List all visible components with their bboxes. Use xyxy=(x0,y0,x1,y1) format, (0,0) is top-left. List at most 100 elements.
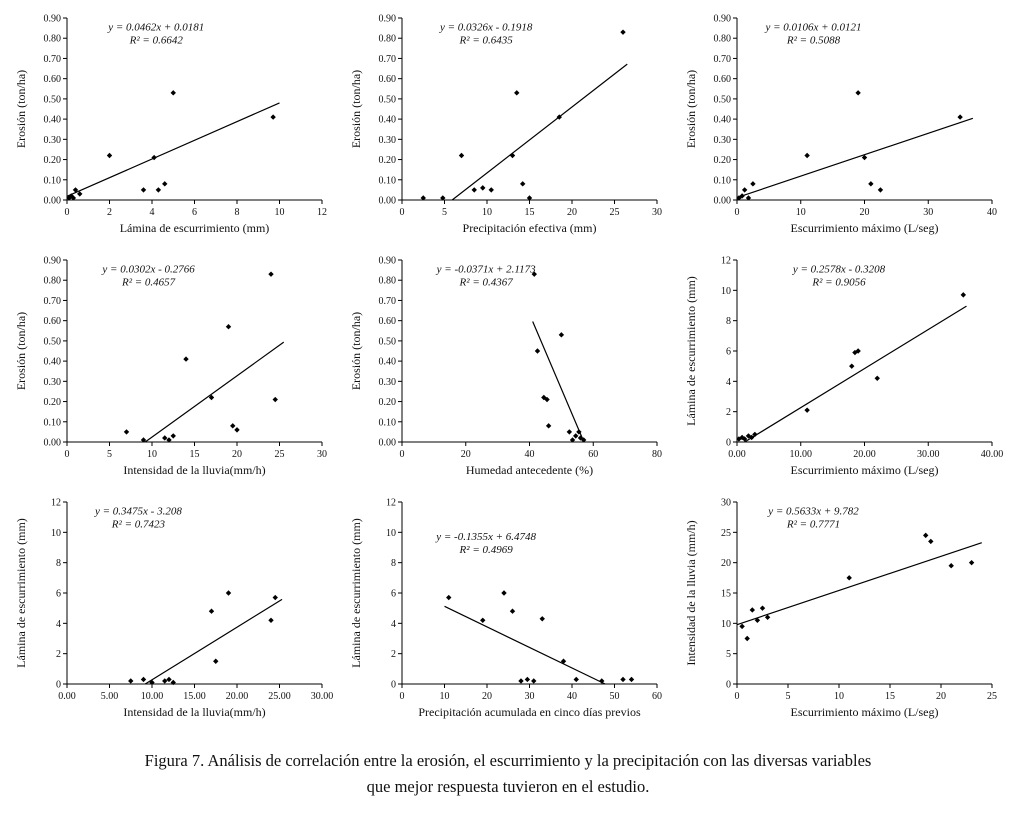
chart-svg: 0 5 10 15 20 25 30 0.00 0.10 0.20 0.30 0.40 0.50 0.60… xyxy=(14,256,327,478)
y-tick-label: 0.90 xyxy=(378,14,396,25)
data-point xyxy=(161,435,167,441)
r2-label: R² = 0.9056 xyxy=(811,277,866,289)
y-tick-label: 0.70 xyxy=(378,296,396,307)
x-tick-label: 0.00 xyxy=(58,691,76,702)
y-tick-label: 0.40 xyxy=(378,357,396,368)
y-tick-label: 0.50 xyxy=(378,94,396,105)
data-point xyxy=(170,433,176,439)
equation-label: y = 0.0302x - 0.2766 xyxy=(101,264,195,276)
chart-svg: 0 5 10 15 20 25 0 5 10 15 20 25 30 Escurrimiento máxi… xyxy=(684,498,997,720)
data-point xyxy=(948,563,954,569)
data-point xyxy=(140,437,146,443)
r2-label: R² = 0.7423 xyxy=(110,519,165,531)
x-axis-label: Intensidad de la lluvia(mm/h) xyxy=(123,463,265,477)
y-tick-label: 0.40 xyxy=(378,115,396,126)
y-tick-label: 0.20 xyxy=(43,397,61,408)
y-axis-label: Intensidad de la lluvia (mm/h) xyxy=(684,520,698,665)
y-tick-label: 0 xyxy=(726,680,731,691)
data-point xyxy=(854,90,861,96)
trend-line xyxy=(736,117,973,199)
data-point xyxy=(479,617,485,623)
y-tick-label: 0.80 xyxy=(378,276,396,287)
y-tick-label: 0.90 xyxy=(43,256,61,267)
y-tick-label: 5 xyxy=(726,649,731,660)
y-tick-label: 0.20 xyxy=(43,155,61,166)
data-point xyxy=(161,678,167,684)
data-point xyxy=(803,407,810,413)
y-tick-label: 0.80 xyxy=(713,34,731,45)
data-point xyxy=(148,679,155,686)
data-points xyxy=(531,271,586,443)
x-tick-label: 15.00 xyxy=(183,691,206,702)
y-tick-label: 0.10 xyxy=(43,417,61,428)
data-point xyxy=(569,437,575,443)
data-point xyxy=(619,29,626,35)
x-tick-label: 0 xyxy=(64,207,69,218)
data-point xyxy=(526,195,532,201)
data-point xyxy=(165,437,172,443)
x-tick-label: 5 xyxy=(442,207,447,218)
y-tick-label: 0 xyxy=(391,680,396,691)
y-tick-label: 0.00 xyxy=(378,196,396,207)
axes xyxy=(401,260,657,443)
data-point xyxy=(229,423,235,429)
data-point xyxy=(741,187,747,193)
data-point xyxy=(509,152,515,159)
y-tick-label: 2 xyxy=(56,649,61,660)
data-point xyxy=(439,195,445,201)
y-tick-label: 0.10 xyxy=(378,175,396,186)
y-tick-label: 0.90 xyxy=(378,256,396,267)
equation-label: y = 0.3475x - 3.208 xyxy=(93,506,181,518)
x-tick-label: 10 xyxy=(147,449,157,460)
data-point xyxy=(488,187,494,193)
y-tick-label: 0.60 xyxy=(43,74,61,85)
equation-label: y = 0.0462x + 0.0181 xyxy=(107,22,204,34)
x-tick-label: 6 xyxy=(192,207,197,218)
y-tick-label: 20 xyxy=(721,558,731,569)
data-point xyxy=(509,608,515,614)
data-point xyxy=(127,678,133,684)
y-tick-label: 0.60 xyxy=(43,316,61,327)
y-tick-label: 0.50 xyxy=(713,94,731,105)
x-tick-label: 0 xyxy=(399,691,404,702)
chart-lamina-vs-intensidad-lluvia: 0.00 5.00 10.00 15.00 20.00 25.00 30.00 0 2 4 6 8 10… xyxy=(11,492,336,728)
data-point xyxy=(744,635,750,642)
y-tick-label: 0.60 xyxy=(713,74,731,85)
data-point xyxy=(560,658,566,664)
chart-svg: 0.00 10.00 20.00 30.00 40.00 0 2 4 6 8 10 12 Escurri… xyxy=(684,256,1003,478)
x-tick-label: 10.00 xyxy=(140,691,163,702)
y-axis-label: Erosión (ton/ha) xyxy=(14,70,28,148)
x-tick-label: 0 xyxy=(734,691,739,702)
y-axis-label: Erosión (ton/ha) xyxy=(349,70,363,148)
y-axis-label: Lámina de escurrimiento (mm) xyxy=(349,518,363,668)
data-point xyxy=(854,348,861,354)
y-tick-label: 30 xyxy=(721,498,731,509)
axes xyxy=(66,260,322,443)
x-tick-label: 8 xyxy=(234,207,239,218)
data-point xyxy=(848,363,854,369)
axes xyxy=(66,502,322,685)
y-axis-label: Erosión (ton/ha) xyxy=(684,70,698,148)
y-tick-label: 0.70 xyxy=(713,54,731,65)
x-tick-label: 10 xyxy=(795,207,805,218)
data-point xyxy=(572,433,578,439)
data-point xyxy=(960,292,966,298)
y-tick-label: 12 xyxy=(721,256,731,267)
x-axis-label: Precipitación acumulada en cinco días pr… xyxy=(418,705,641,719)
chart-svg: 0 10 20 30 40 50 60 0 2 4 6 8 10 12 Precipitación acum… xyxy=(349,498,662,720)
y-tick-label: 0.50 xyxy=(378,336,396,347)
y-tick-label: 0.10 xyxy=(378,417,396,428)
chart-erosion-vs-precipitacion-efectiva: 0 5 10 15 20 25 30 0.00 0.10 0.20 0.30 0.40 0.50 0.60… xyxy=(346,8,671,244)
x-tick-label: 20.00 xyxy=(225,691,248,702)
chart-svg: 0 20 40 60 80 0.00 0.10 0.20 0.30 0.40 0.50 0.60 0.7… xyxy=(349,256,662,478)
data-point xyxy=(182,356,189,362)
y-tick-label: 0.30 xyxy=(378,377,396,388)
x-tick-label: 25 xyxy=(609,207,619,218)
data-point xyxy=(76,191,82,197)
data-point xyxy=(70,195,76,201)
y-tick-label: 0.20 xyxy=(378,155,396,166)
chart-erosion-vs-escurrimiento-maximo: 0 10 20 30 40 0.00 0.10 0.20 0.30 0.40 0.50 0.60 0.7… xyxy=(681,8,1006,244)
y-axis-label: Erosión (ton/ha) xyxy=(14,312,28,390)
x-tick-label: 0 xyxy=(399,207,404,218)
data-point xyxy=(566,429,572,435)
